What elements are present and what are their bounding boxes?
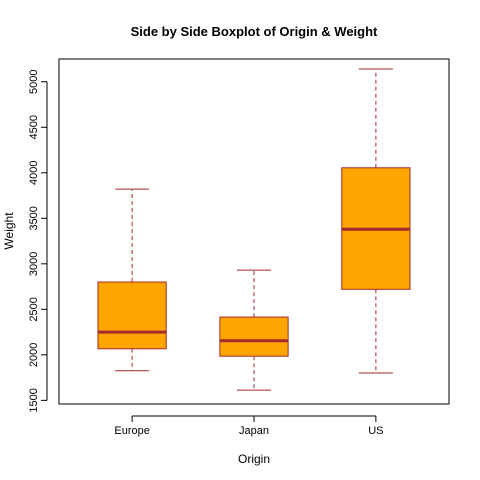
box-group (97, 68, 411, 391)
y-tick-label: 2500 (28, 297, 40, 321)
iqr-box (219, 316, 289, 357)
y-axis-label: Weight (2, 212, 16, 250)
y-tick-label: 1500 (28, 388, 40, 412)
y-tick-label: 5000 (28, 70, 40, 94)
y-tick-label: 4500 (28, 115, 40, 139)
x-axis-label: Origin (238, 452, 270, 466)
x-tick-label: Europe (114, 425, 149, 437)
chart-title: Side by Side Boxplot of Origin & Weight (131, 24, 378, 39)
plot-frame (58, 58, 450, 405)
y-tick-label: 4000 (28, 161, 40, 185)
iqr-box (97, 281, 167, 350)
box-us (341, 68, 411, 374)
y-tick-label: 3500 (28, 206, 40, 230)
x-tick-label: Japan (239, 425, 269, 437)
box-europe (97, 188, 167, 372)
x-tick-label: US (368, 425, 383, 437)
x-axis: Europe Japan US (114, 415, 384, 437)
y-axis: 1500 2000 2500 3000 3500 4000 4500 5000 (28, 70, 48, 413)
box-japan (219, 269, 289, 391)
y-tick-label: 3000 (28, 252, 40, 276)
y-tick-label: 2000 (28, 343, 40, 367)
